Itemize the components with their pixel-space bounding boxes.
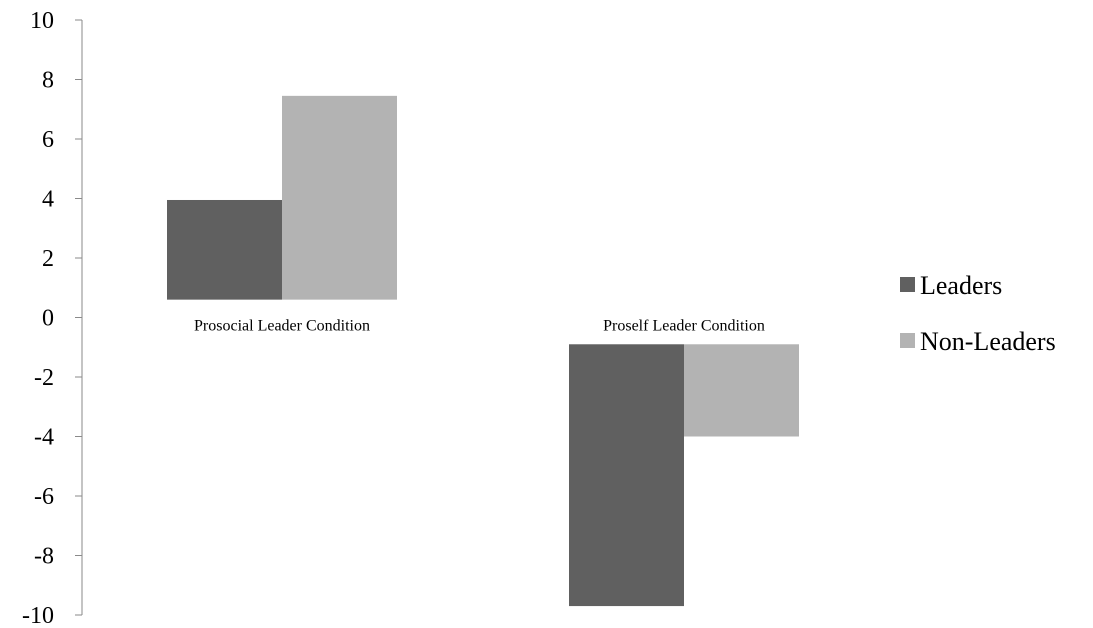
category-labels: Prosocial Leader Condition Proself Leader… — [194, 318, 765, 335]
y-tick-label: 2 — [42, 246, 54, 272]
y-tick-label: 6 — [42, 127, 54, 153]
y-tick-label: -8 — [34, 544, 54, 570]
legend-label: Leaders — [920, 271, 1002, 300]
y-tick-label: -4 — [34, 425, 54, 451]
bar-leaders-1 — [167, 199, 282, 300]
bars — [167, 95, 799, 607]
legend-swatch — [900, 333, 915, 348]
legend: Leaders Non-Leaders — [900, 271, 1056, 356]
category-label: Proself Leader Condition — [603, 318, 765, 335]
legend-swatch — [900, 277, 915, 292]
y-tick-label: 4 — [42, 187, 54, 213]
legend-label: Non-Leaders — [920, 327, 1056, 356]
category-label: Prosocial Leader Condition — [194, 318, 370, 335]
bar-leaders-2 — [569, 344, 684, 607]
bar-non-leaders-1 — [282, 95, 397, 300]
y-tick-label: -6 — [34, 484, 54, 510]
y-tick-label: 0 — [42, 306, 54, 332]
y-axis: 10 8 6 4 2 0 -2 -4 -6 -8 -10 — [22, 8, 83, 628]
bar-non-leaders-2 — [684, 344, 799, 437]
y-tick-label: 10 — [30, 8, 54, 34]
y-tick-label: -2 — [34, 365, 54, 391]
y-tick-label: -10 — [22, 603, 54, 628]
y-tick-label: 8 — [42, 68, 54, 94]
